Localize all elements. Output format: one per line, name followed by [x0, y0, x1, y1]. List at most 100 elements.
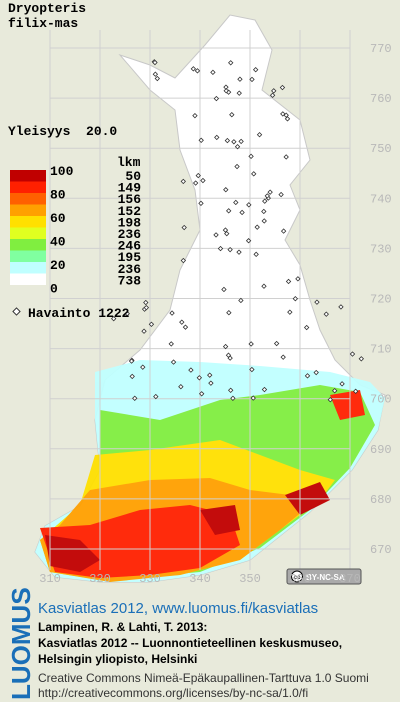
- dot: [280, 354, 286, 360]
- dot: [222, 227, 229, 233]
- dot: [226, 208, 232, 214]
- dot: [169, 310, 175, 316]
- species-name: Dryopteris: [8, 1, 86, 16]
- legend-count: 236: [118, 227, 142, 242]
- dot: [214, 134, 220, 141]
- dot: [227, 246, 233, 253]
- dot: [213, 95, 220, 102]
- dot: [256, 132, 263, 138]
- y-label: 760: [370, 92, 392, 106]
- dot: [200, 177, 206, 184]
- dot: [287, 309, 293, 315]
- dot: [152, 71, 159, 77]
- dot: [303, 324, 310, 331]
- legend-unit: lkm: [117, 155, 141, 170]
- area: [45, 535, 100, 572]
- dot: [180, 178, 186, 185]
- dot: [192, 180, 199, 186]
- dot: [237, 76, 243, 82]
- citation: Kasviatlas 2012 -- Luonnontieteellinen k…: [38, 636, 342, 650]
- x-label: 360: [289, 572, 311, 586]
- grid: [49, 30, 351, 570]
- x-label: 350: [239, 572, 261, 586]
- species-name: filix-mas: [8, 16, 78, 31]
- dot: [283, 154, 289, 160]
- legend-scale: 60: [50, 211, 66, 226]
- logo: LUOMUS: [6, 587, 36, 700]
- y-label: 680: [370, 493, 392, 507]
- dot: [226, 310, 232, 316]
- dot: [180, 257, 187, 264]
- dot: [285, 278, 292, 285]
- dot: [148, 321, 155, 327]
- legend-count: 152: [118, 204, 142, 219]
- dot: [331, 388, 338, 394]
- dot: [238, 297, 244, 304]
- dot: [128, 358, 135, 364]
- dot: [314, 299, 320, 305]
- dot: [170, 359, 177, 365]
- legend-swatch: [10, 273, 46, 285]
- dot: [181, 224, 187, 231]
- dot: [245, 238, 252, 244]
- y-label: 690: [370, 443, 392, 457]
- x-label: 320: [89, 572, 111, 586]
- dot: [213, 232, 219, 238]
- dot: [223, 187, 229, 193]
- dot: [178, 384, 184, 390]
- dot: [230, 395, 236, 401]
- dot: [228, 387, 234, 393]
- dot: [111, 315, 117, 322]
- dot: [358, 356, 365, 362]
- dot: [152, 59, 158, 66]
- area: [330, 390, 365, 420]
- dot: [195, 172, 201, 179]
- y-label: 720: [370, 293, 392, 307]
- x-label: 340: [189, 572, 211, 586]
- citation: Lampinen, R. & Lahti, T. 2013:: [38, 620, 207, 634]
- dot: [221, 286, 227, 293]
- dot: [239, 209, 245, 216]
- dot: [352, 388, 359, 394]
- legend-scale: 40: [50, 235, 66, 250]
- x-label: 310: [39, 572, 61, 586]
- dot: [132, 395, 138, 401]
- observation-dots: [111, 59, 365, 403]
- legend-swatch: [10, 181, 46, 193]
- y-label: 710: [370, 343, 392, 357]
- svg-text:cc: cc: [294, 575, 301, 581]
- dot: [192, 112, 198, 119]
- dot: [143, 299, 149, 306]
- dot: [254, 224, 260, 230]
- dot: [129, 373, 135, 380]
- license-url: http://creativecommons.org/licenses/by-n…: [38, 686, 308, 700]
- dot: [280, 228, 287, 234]
- legend-swatch: [10, 262, 46, 274]
- legend-count: 198: [118, 215, 142, 230]
- legend: 5014915615219823624619523673810080604020…: [10, 164, 141, 297]
- dot: [141, 328, 147, 334]
- dot: [278, 191, 284, 198]
- y-label: 740: [370, 192, 392, 206]
- dot: [295, 276, 301, 282]
- dot: [233, 199, 239, 206]
- dot: [273, 340, 280, 347]
- dot: [313, 369, 319, 376]
- y-label: 750: [370, 142, 392, 156]
- area: [200, 505, 240, 535]
- dot: [198, 200, 204, 207]
- dot: [207, 372, 213, 378]
- dot: [251, 171, 257, 177]
- y-label: 770: [370, 42, 392, 56]
- dot: [198, 391, 205, 397]
- dot: [238, 138, 244, 145]
- y-label: 700: [370, 393, 392, 407]
- dot: [349, 351, 356, 357]
- dot: [225, 352, 232, 358]
- citation: Helsingin yliopisto, Helsinki: [38, 652, 197, 666]
- dot: [261, 218, 267, 224]
- dot: [168, 341, 174, 347]
- dot: [190, 66, 197, 72]
- dot: [143, 304, 150, 311]
